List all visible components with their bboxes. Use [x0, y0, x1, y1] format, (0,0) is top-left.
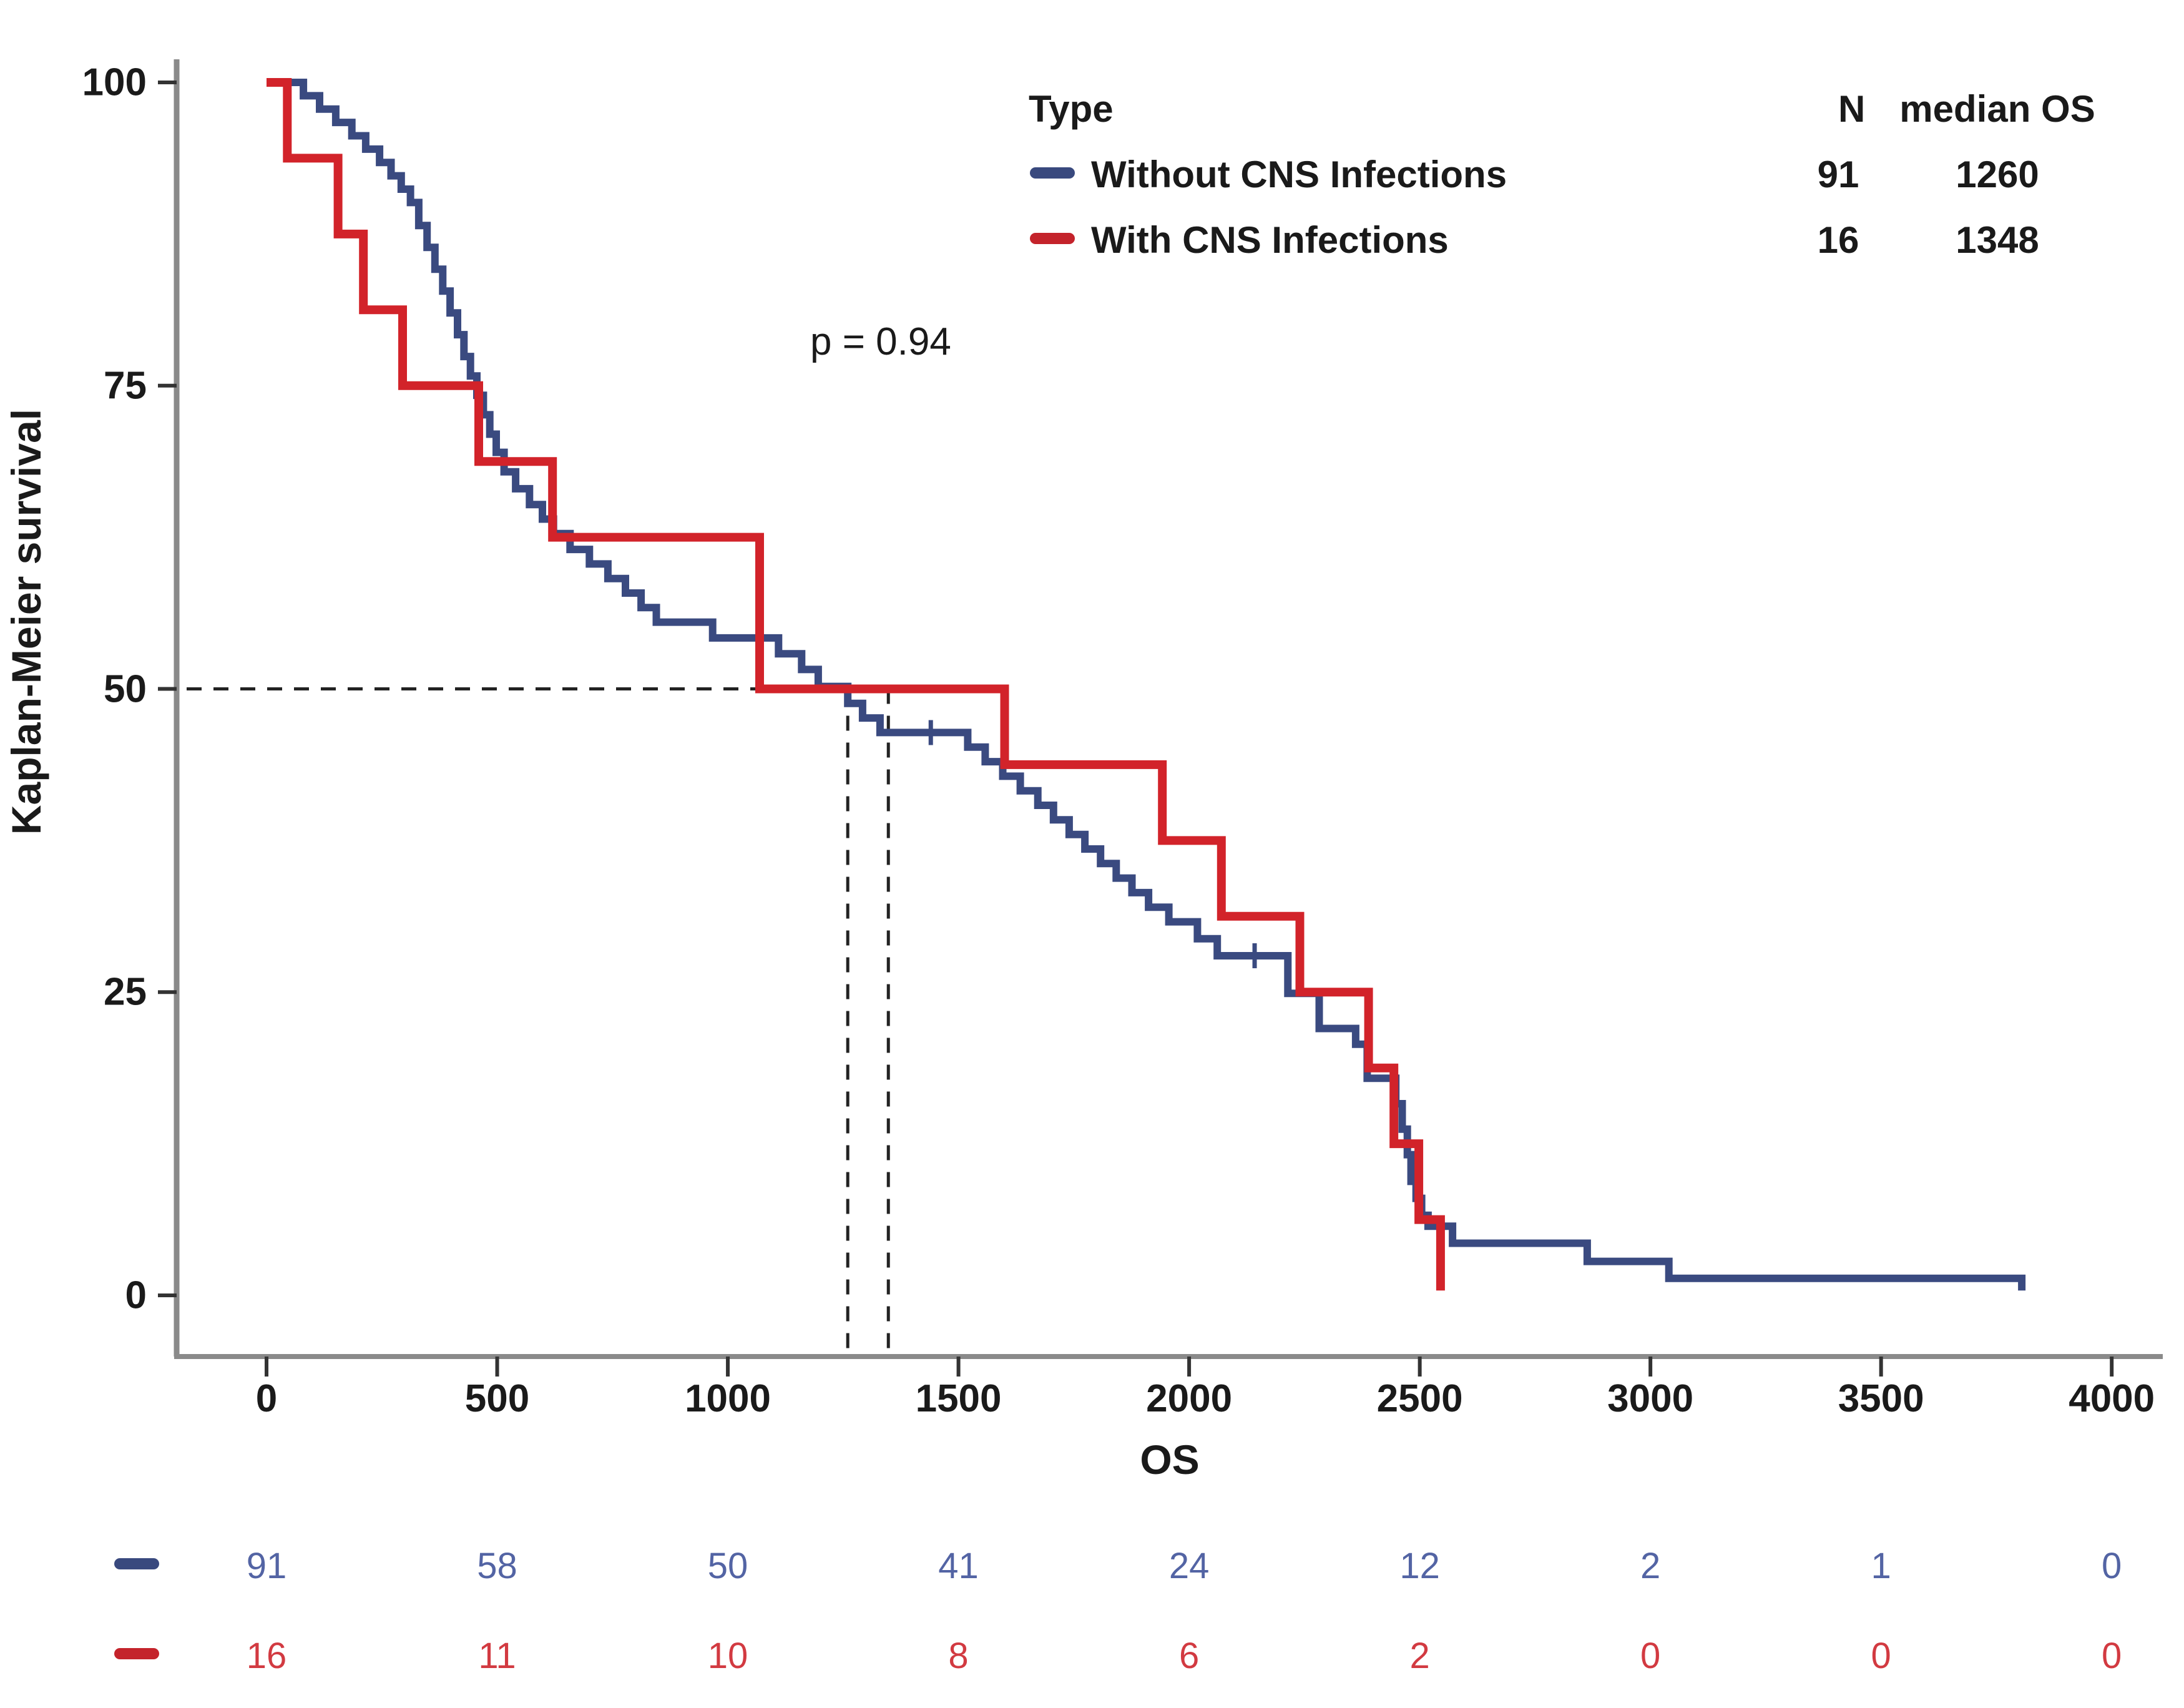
risk-count-red: 16 [246, 1636, 287, 1676]
km-curve-red [267, 78, 1445, 1291]
risk-count-red: 0 [1640, 1636, 1661, 1676]
legend-n-with-cns: 16 [1817, 219, 1859, 261]
x-tick-label: 2500 [1376, 1377, 1463, 1420]
y-tick-label: 75 [104, 364, 147, 408]
y-tick-label: 100 [82, 61, 147, 104]
km-curve-blue [267, 79, 2026, 1291]
risk-row-marker-red-icon [114, 1648, 159, 1659]
x-tick-label: 500 [464, 1377, 530, 1420]
risk-count-blue: 50 [707, 1546, 748, 1586]
x-tick-label: 0 [255, 1377, 278, 1420]
x-tick-label: 3500 [1838, 1377, 1924, 1420]
legend-col-median-header: median OS [1899, 88, 2095, 130]
risk-count-red: 2 [1409, 1636, 1430, 1676]
y-tick-label: 50 [104, 667, 147, 710]
risk-count-blue: 2 [1640, 1546, 1661, 1586]
risk-count-red: 0 [1871, 1636, 1891, 1676]
risk-row-marker-blue-icon [114, 1558, 159, 1569]
p-value-annotation: p = 0.94 [810, 320, 951, 363]
x-axis-title: OS [1140, 1436, 1200, 1483]
risk-count-red: 11 [478, 1636, 516, 1676]
x-tick-label: 4000 [2069, 1377, 2155, 1420]
legend-col-n-header: N [1838, 88, 1866, 130]
risk-count-blue: 1 [1871, 1546, 1891, 1586]
risk-count-red: 6 [1178, 1636, 1200, 1676]
risk-count-red: 10 [707, 1636, 748, 1676]
y-axis-title: Kaplan-Meier survival [3, 408, 49, 835]
legend-marker-red-icon [1030, 233, 1075, 244]
legend-title: Type [1029, 88, 1114, 130]
legend-median-with-cns: 1348 [1956, 219, 2039, 261]
legend-label-without-cns: Without CNS Infections [1091, 154, 1507, 195]
risk-count-red: 0 [2102, 1636, 2122, 1676]
risk-count-blue: 0 [2102, 1546, 2122, 1586]
x-tick-label: 2000 [1146, 1377, 1233, 1420]
legend-n-without-cns: 91 [1817, 154, 1859, 195]
risk-count-blue: 91 [246, 1546, 287, 1586]
legend-marker-blue-icon [1030, 167, 1075, 179]
x-tick-label: 1000 [685, 1377, 771, 1420]
y-tick-label: 0 [125, 1274, 147, 1317]
legend-label-with-cns: With CNS Infections [1091, 219, 1449, 261]
risk-count-blue: 12 [1399, 1546, 1440, 1586]
y-tick-label: 25 [104, 970, 147, 1014]
risk-count-blue: 24 [1168, 1546, 1210, 1586]
risk-count-blue: 41 [938, 1546, 979, 1586]
x-tick-label: 1500 [915, 1377, 1002, 1420]
x-tick-label: 3000 [1607, 1377, 1694, 1420]
risk-count-red: 8 [948, 1636, 969, 1676]
risk-count-blue: 58 [477, 1546, 517, 1586]
legend-median-without-cns: 1260 [1956, 154, 2039, 195]
